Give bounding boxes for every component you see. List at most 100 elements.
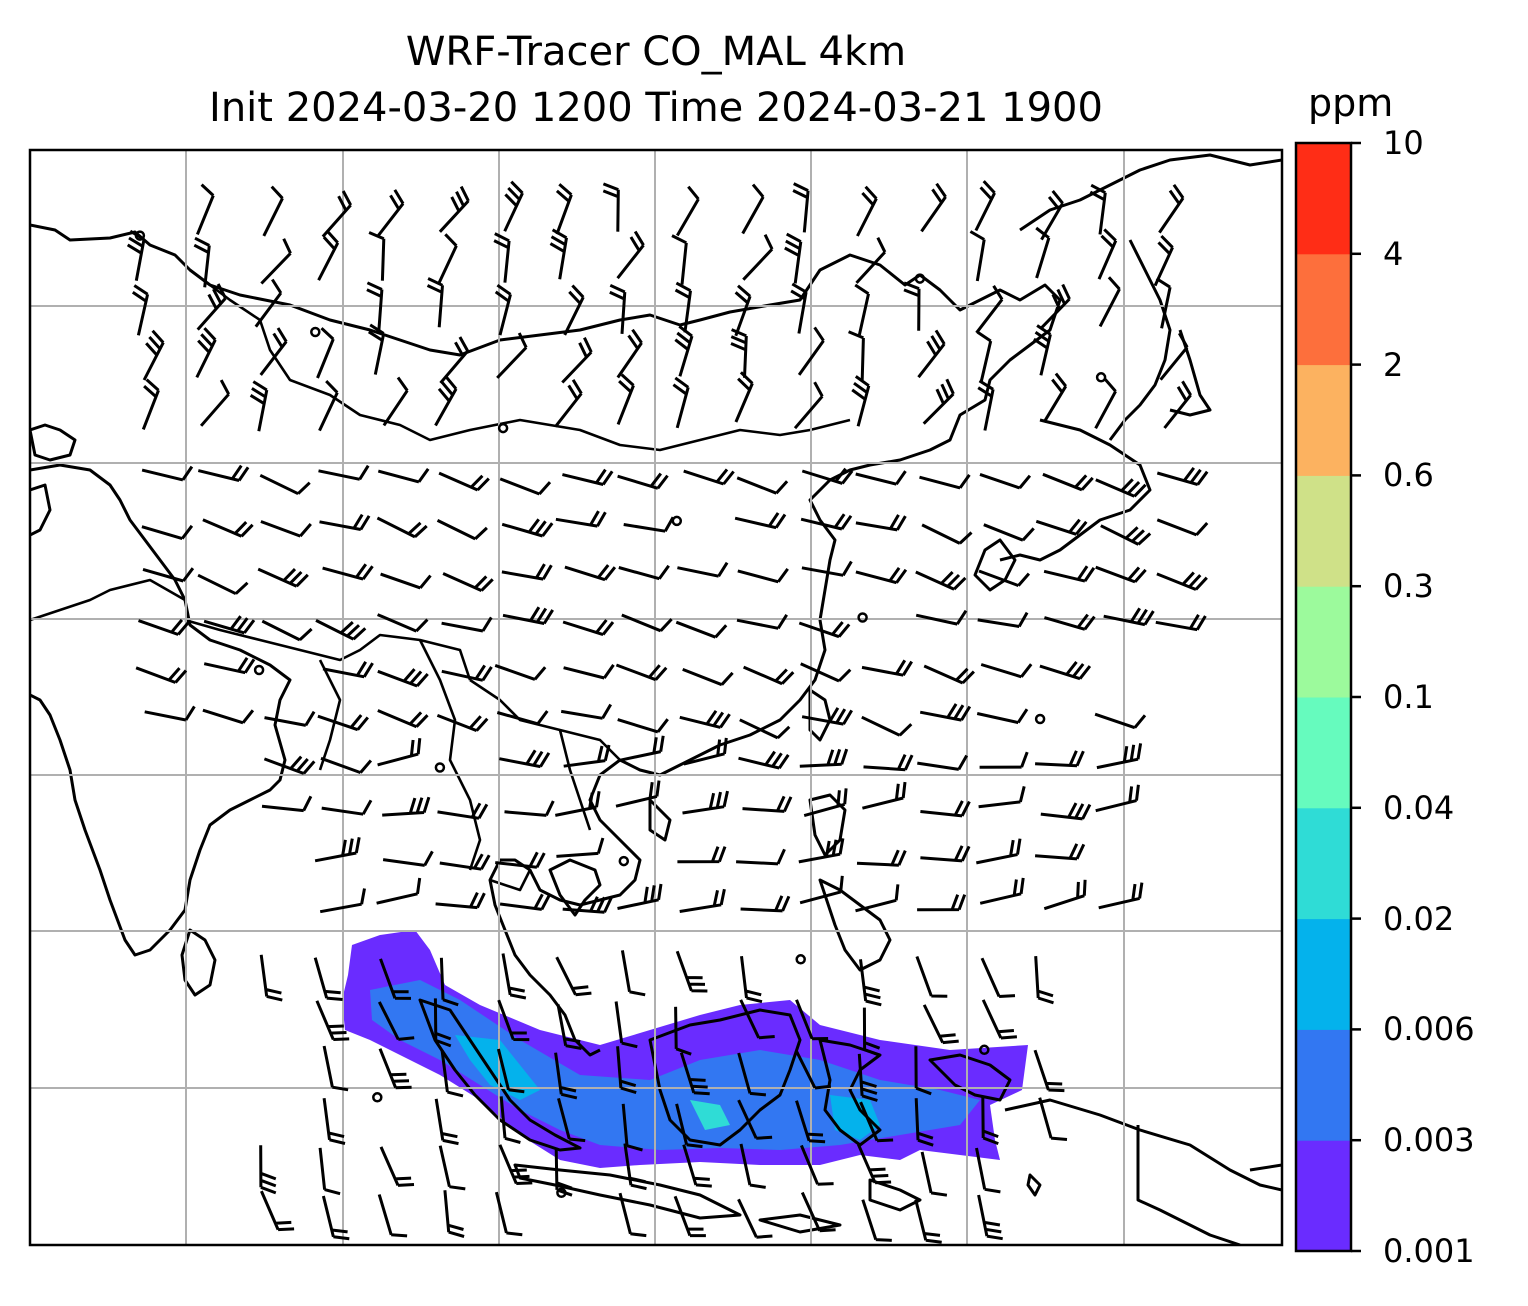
wind-barb — [1034, 956, 1054, 1005]
wind-barb — [203, 615, 256, 635]
wind-barb — [196, 283, 227, 331]
wind-barb — [978, 786, 1026, 809]
wind-barb — [442, 572, 494, 592]
wind-barb — [1039, 283, 1071, 331]
wind-barb — [259, 473, 311, 496]
wind-barb — [621, 1103, 643, 1152]
wind-barb — [378, 1048, 412, 1090]
colorbar-tick-label: 0.04 — [1383, 788, 1455, 827]
wind-barb — [322, 563, 374, 581]
wind-barb — [1163, 380, 1192, 429]
wind-barb — [977, 1194, 1003, 1241]
wind-barb — [259, 954, 283, 1002]
wind-barb — [683, 468, 735, 486]
wind-barb — [315, 619, 367, 641]
wind-barb — [602, 182, 620, 232]
wind-barb — [438, 1145, 466, 1191]
wind-barb — [563, 284, 585, 336]
wind-barb — [1039, 660, 1092, 681]
wind-barb — [1156, 571, 1208, 591]
wind-barb — [1043, 879, 1087, 911]
wind-barb — [677, 561, 729, 578]
wind-barb — [914, 1199, 942, 1244]
tracer-plume — [342, 930, 1028, 1168]
wind-barb — [260, 1190, 295, 1232]
wind-barb — [919, 474, 971, 490]
wind-barb — [1034, 843, 1086, 861]
wind-barb — [366, 281, 384, 332]
wind-barb — [919, 703, 972, 722]
wind-barb — [736, 614, 788, 630]
wind-barb — [915, 609, 968, 626]
wind-barb — [859, 959, 882, 1007]
wind-barb — [313, 957, 343, 1001]
wind-barb — [1155, 614, 1207, 632]
wind-barb — [920, 800, 971, 818]
wind-barb — [862, 781, 907, 810]
wind-barb — [739, 999, 775, 1040]
wind-barb — [922, 1004, 959, 1045]
wind-barb — [321, 190, 353, 238]
wind-barb — [677, 846, 727, 864]
wind-barb — [203, 656, 256, 675]
wind-barb — [321, 1195, 350, 1241]
wind-barb — [851, 375, 871, 427]
wind-barb — [861, 659, 913, 677]
wind-barb — [496, 710, 549, 726]
wind-barb — [976, 838, 1022, 865]
wind-barb — [792, 182, 810, 233]
wind-barb — [317, 229, 340, 281]
wind-barb — [434, 375, 458, 427]
wind-barb — [738, 750, 790, 770]
wind-barb — [736, 848, 786, 866]
calm-wind-marker — [979, 1044, 990, 1056]
wind-barb — [801, 707, 853, 726]
wind-barb — [1156, 518, 1209, 537]
wind-barb — [555, 183, 573, 235]
wind-barb — [857, 1053, 878, 1102]
wind-barb — [848, 330, 865, 380]
wind-barb — [1158, 183, 1185, 234]
wind-barb — [380, 572, 432, 590]
wind-barb — [141, 378, 160, 430]
wind-barb — [903, 281, 921, 331]
wind-barb — [261, 619, 313, 642]
wind-barb — [618, 564, 670, 581]
wind-barb — [1100, 524, 1152, 546]
wind-barb — [126, 229, 146, 281]
wind-barb — [1098, 276, 1121, 328]
wind-barb — [917, 329, 946, 379]
wind-barb — [915, 570, 967, 591]
wind-barb — [376, 877, 422, 905]
wind-barb — [555, 791, 601, 817]
wind-barb — [619, 735, 665, 762]
wind-barb — [368, 323, 386, 375]
wind-barb — [556, 1004, 582, 1050]
wind-barb — [443, 1190, 465, 1238]
wind-barb — [675, 950, 708, 993]
wind-barb — [377, 613, 429, 633]
wind-barb — [673, 1195, 706, 1238]
wind-barb — [974, 180, 996, 232]
wind-barb — [679, 1052, 710, 1096]
wind-barb — [679, 888, 726, 913]
wind-barb — [979, 751, 1029, 769]
colorbar-tick-label: 0.02 — [1383, 899, 1455, 938]
wind-barb — [502, 606, 554, 625]
wind-barb — [1095, 784, 1140, 813]
wind-barb — [922, 378, 955, 425]
wind-barb — [674, 325, 694, 377]
colorbar-tick-label: 0.1 — [1383, 678, 1434, 716]
wind-barb — [144, 705, 196, 722]
wind-barb — [377, 668, 429, 688]
wind-barb — [1103, 607, 1155, 627]
wind-barb — [498, 1144, 533, 1185]
wind-barb — [623, 516, 675, 533]
wind-barb — [314, 837, 361, 863]
wind-barb — [977, 611, 1029, 628]
calm-wind-marker — [795, 954, 806, 965]
wind-barb — [981, 999, 1018, 1040]
wind-barb — [496, 1048, 525, 1094]
wind-barb — [499, 1096, 521, 1144]
wind-barbs — [126, 180, 1209, 1244]
